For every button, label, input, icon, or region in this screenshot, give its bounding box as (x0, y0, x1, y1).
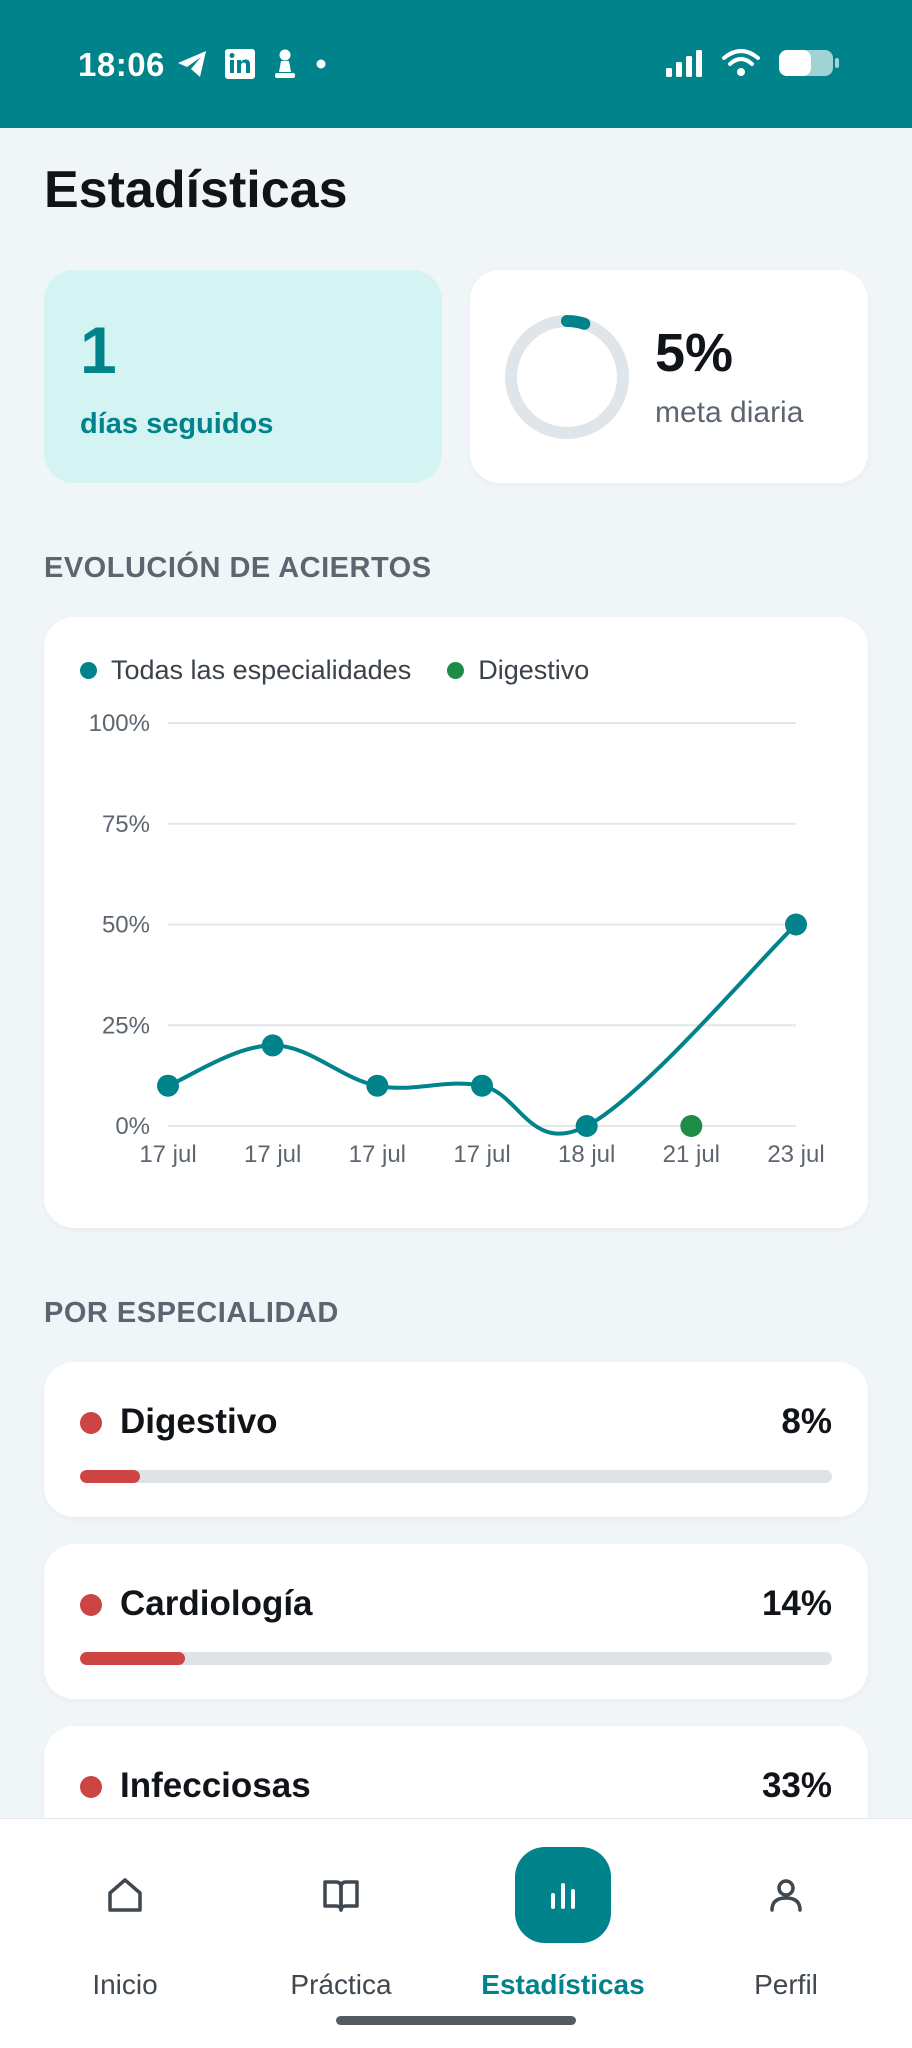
specialty-percent: 14% (761, 1584, 832, 1623)
y-tick-label: 25% (102, 1012, 150, 1039)
status-bar: 18:06 (0, 0, 912, 128)
linkedin-icon (224, 48, 256, 85)
x-tick-label: 17 jul (349, 1141, 406, 1168)
home-indicator[interactable] (336, 2016, 576, 2025)
specialty-name: Digestivo (120, 1402, 278, 1441)
evolution-chart: 100%75%50%25%0%17 jul 17 jul 17 jul 17 jul 1… (89, 710, 825, 1168)
goal-progress-ring (505, 315, 629, 439)
bottom-nav: Inicio Práctica Estadísticas Perfil (0, 1818, 912, 2048)
specialty-percent: 33% (761, 1766, 832, 1805)
x-tick-label: 18 jul (558, 1141, 615, 1168)
data-point-0 (785, 913, 807, 936)
data-point-1 (680, 1115, 703, 1137)
book-icon (293, 1847, 389, 1943)
notification-dot-icon (314, 57, 328, 76)
legend-item-all[interactable]: Todas las especialidades (80, 655, 411, 686)
data-point-0 (366, 1074, 389, 1097)
evolution-section-label: EVOLUCIÓN DE ACIERTOS (44, 552, 432, 584)
daily-goal-card[interactable]: 5% meta diaria (470, 270, 868, 483)
specialty-name: Infecciosas (120, 1766, 311, 1805)
home-icon (77, 1847, 173, 1943)
specialty-progress-fill (80, 1652, 186, 1665)
y-tick-label: 50% (102, 912, 150, 939)
specialty-percent: 8% (781, 1402, 832, 1441)
telegram-icon (176, 49, 208, 84)
legend-label-digestivo: Digestivo (478, 655, 590, 685)
x-tick-label: 17 jul (453, 1141, 510, 1168)
data-point-0 (261, 1034, 284, 1057)
specialty-section-label: POR ESPECIALIDAD (44, 1297, 339, 1329)
specialty-status-dot (80, 1412, 102, 1434)
legend-item-digestivo[interactable]: Digestivo (447, 655, 589, 686)
y-tick-label: 100% (89, 710, 150, 737)
specialty-status-dot (80, 1594, 102, 1616)
series-line-0 (167, 923, 798, 1136)
data-point-0 (575, 1115, 598, 1137)
nav-item-practica[interactable]: Práctica (227, 1819, 455, 2019)
wifi-icon (722, 48, 760, 83)
nav-item-perfil[interactable]: Perfil (672, 1819, 900, 2019)
x-tick-label: 17 jul (139, 1141, 196, 1168)
nav-label-estadisticas: Estadísticas (481, 1969, 645, 2000)
data-point-0 (157, 1074, 179, 1097)
nav-label-inicio: Inicio (92, 1969, 158, 2000)
legend-dot-digestivo (447, 662, 465, 679)
legend-dot-all (80, 662, 97, 679)
streak-label: días seguidos (80, 408, 274, 440)
specialty-card[interactable]: Digestivo 8% (44, 1362, 868, 1517)
data-point-0 (471, 1074, 493, 1097)
streak-card[interactable]: 1 días seguidos (44, 270, 442, 483)
streak-value: 1 (80, 313, 117, 387)
x-tick-label: 21 jul (663, 1141, 720, 1168)
y-tick-label: 0% (115, 1113, 150, 1140)
nav-item-inicio[interactable]: Inicio (11, 1819, 239, 2019)
bar-chart-icon (515, 1847, 611, 1943)
nav-label-perfil: Perfil (754, 1969, 818, 2000)
specialty-progress-fill (80, 1470, 141, 1483)
legend-label-all: Todas las especialidades (111, 655, 412, 685)
specialty-card[interactable]: Cardiología 14% (44, 1544, 868, 1699)
specialty-name: Cardiología (120, 1584, 313, 1623)
x-tick-label: 17 jul (244, 1141, 301, 1168)
chess-pawn-icon (272, 48, 298, 85)
user-icon (738, 1847, 834, 1943)
specialty-progress-track (80, 1470, 832, 1483)
battery-icon (778, 48, 840, 83)
specialty-progress-track (80, 1652, 832, 1665)
evolution-chart-card: 100% 75% 50% 25% 0% 17 jul 17 jul 17 jul 17 jul 1… (44, 617, 868, 1228)
x-tick-label: 23 jul (767, 1141, 824, 1168)
nav-item-estadisticas[interactable]: Estadísticas (449, 1819, 677, 2019)
goal-percent: 5% (655, 323, 734, 383)
status-time: 18:06 (78, 46, 165, 83)
signal-icon (664, 48, 704, 83)
nav-label-practica: Práctica (290, 1969, 392, 2000)
page-title: Estadísticas (44, 161, 348, 219)
specialty-status-dot (80, 1776, 102, 1798)
chart-legend: Todas las especialidades Digestivo (80, 655, 589, 686)
y-tick-label: 75% (102, 811, 150, 838)
goal-label: meta diaria (655, 396, 804, 429)
